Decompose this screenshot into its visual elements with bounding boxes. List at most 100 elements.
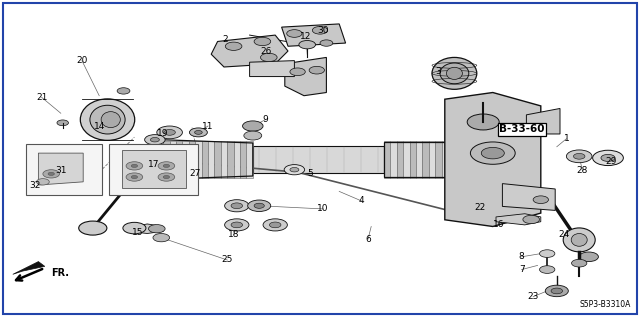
Polygon shape (416, 141, 422, 178)
Circle shape (545, 285, 568, 297)
Circle shape (573, 153, 585, 159)
Polygon shape (182, 141, 189, 178)
Text: 19: 19 (157, 130, 169, 138)
Polygon shape (214, 141, 221, 178)
Polygon shape (170, 141, 176, 178)
Text: 16: 16 (493, 220, 505, 229)
Text: 20: 20 (76, 56, 88, 65)
Polygon shape (157, 141, 163, 178)
Ellipse shape (90, 105, 125, 134)
Circle shape (126, 173, 143, 181)
Circle shape (260, 53, 277, 62)
Polygon shape (496, 214, 541, 225)
Polygon shape (189, 141, 195, 178)
Circle shape (195, 130, 202, 134)
Text: 29: 29 (605, 157, 617, 166)
Circle shape (565, 234, 593, 248)
Text: 9: 9 (263, 115, 268, 124)
Ellipse shape (563, 228, 595, 252)
Polygon shape (445, 93, 541, 226)
Circle shape (290, 68, 305, 76)
Text: 18: 18 (228, 230, 239, 239)
Polygon shape (227, 141, 234, 178)
Polygon shape (429, 141, 435, 178)
Text: 13: 13 (500, 126, 511, 135)
Polygon shape (208, 141, 214, 178)
Polygon shape (435, 141, 442, 178)
Polygon shape (128, 224, 163, 234)
Circle shape (254, 203, 264, 208)
Text: 5: 5 (308, 169, 313, 178)
Circle shape (157, 126, 182, 139)
Circle shape (248, 200, 271, 211)
Circle shape (164, 130, 175, 135)
Text: 21: 21 (36, 93, 47, 102)
Text: 32: 32 (29, 181, 41, 189)
Polygon shape (122, 150, 186, 188)
Circle shape (189, 128, 207, 137)
Circle shape (141, 155, 160, 164)
Polygon shape (195, 141, 202, 178)
Circle shape (158, 162, 175, 170)
Polygon shape (422, 141, 429, 178)
Polygon shape (176, 141, 182, 178)
Polygon shape (526, 108, 560, 134)
Circle shape (481, 147, 504, 159)
Text: 3: 3 (436, 67, 441, 76)
Polygon shape (410, 141, 416, 178)
Circle shape (148, 225, 165, 233)
Circle shape (153, 234, 170, 242)
Polygon shape (240, 141, 246, 178)
Ellipse shape (101, 112, 120, 128)
Circle shape (523, 215, 540, 224)
Circle shape (566, 150, 592, 163)
Circle shape (231, 203, 243, 209)
Circle shape (269, 222, 281, 228)
Polygon shape (442, 141, 448, 178)
Circle shape (163, 175, 170, 179)
Text: 28: 28 (577, 166, 588, 175)
Circle shape (158, 173, 175, 181)
Text: S5P3-B3310A: S5P3-B3310A (579, 300, 630, 309)
Circle shape (126, 162, 143, 170)
Circle shape (131, 175, 138, 179)
Text: 25: 25 (221, 256, 233, 264)
Circle shape (540, 266, 555, 273)
Circle shape (163, 164, 170, 167)
Circle shape (231, 222, 243, 228)
Text: 27: 27 (189, 169, 201, 178)
Circle shape (533, 196, 548, 204)
Circle shape (79, 221, 107, 235)
Circle shape (309, 66, 324, 74)
Polygon shape (150, 141, 157, 178)
Bar (26, 144, 102, 195)
Circle shape (145, 135, 165, 145)
Circle shape (244, 131, 262, 140)
Polygon shape (390, 141, 397, 178)
Text: 26: 26 (260, 47, 271, 56)
Ellipse shape (447, 67, 463, 79)
Circle shape (290, 167, 299, 172)
Ellipse shape (440, 63, 468, 84)
Text: 8: 8 (519, 252, 524, 261)
Polygon shape (384, 141, 390, 178)
Text: 11: 11 (202, 122, 214, 130)
Circle shape (43, 170, 60, 178)
Ellipse shape (572, 234, 588, 246)
Circle shape (225, 219, 249, 231)
Circle shape (593, 150, 623, 166)
Polygon shape (234, 141, 240, 178)
Circle shape (470, 142, 515, 164)
Text: B-33-60: B-33-60 (499, 124, 545, 134)
Polygon shape (403, 141, 410, 178)
Polygon shape (163, 141, 170, 178)
Circle shape (467, 114, 499, 130)
Circle shape (299, 41, 316, 49)
Polygon shape (282, 24, 346, 46)
Text: 4: 4 (359, 197, 364, 205)
Circle shape (551, 288, 563, 294)
Polygon shape (250, 61, 294, 77)
Text: 12: 12 (300, 32, 312, 41)
Circle shape (225, 42, 242, 50)
Bar (253, 145, 384, 174)
